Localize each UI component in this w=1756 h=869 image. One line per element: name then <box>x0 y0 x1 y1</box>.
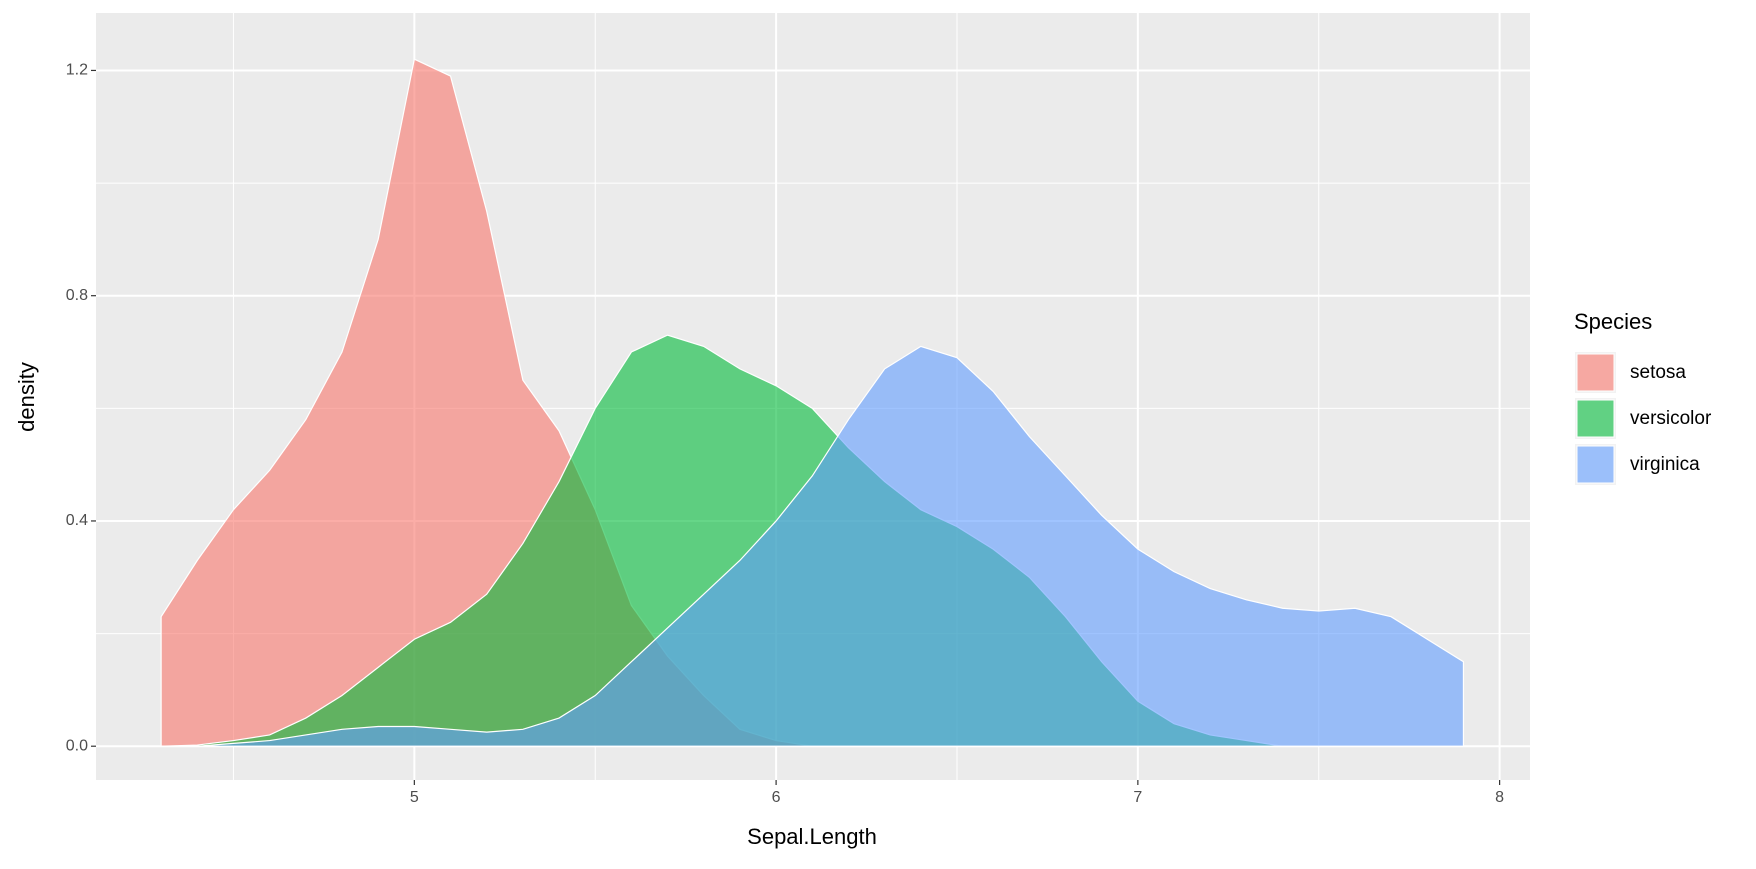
density-area <box>161 345 1465 747</box>
legend-label: setosa <box>1630 362 1686 383</box>
y-tick-label: 0.0 <box>66 737 88 754</box>
legend-swatch <box>1576 353 1615 392</box>
legend-swatch <box>1576 445 1615 484</box>
y-tick-label: 1.2 <box>66 62 88 79</box>
legend-label: virginica <box>1630 454 1700 475</box>
y-tick-label: 0.8 <box>66 287 88 304</box>
x-axis-title: Sepal.Length <box>747 824 877 849</box>
legend-swatch <box>1576 399 1615 438</box>
y-tick-label: 0.4 <box>66 512 88 529</box>
x-tick-label: 6 <box>772 789 781 806</box>
x-tick-label: 8 <box>1495 789 1504 806</box>
legend-label: versicolor <box>1630 408 1712 429</box>
x-tick-label: 7 <box>1133 789 1142 806</box>
legend-title: Species <box>1574 309 1652 334</box>
x-tick-label: 5 <box>410 789 419 806</box>
y-axis-title: density <box>14 362 39 432</box>
